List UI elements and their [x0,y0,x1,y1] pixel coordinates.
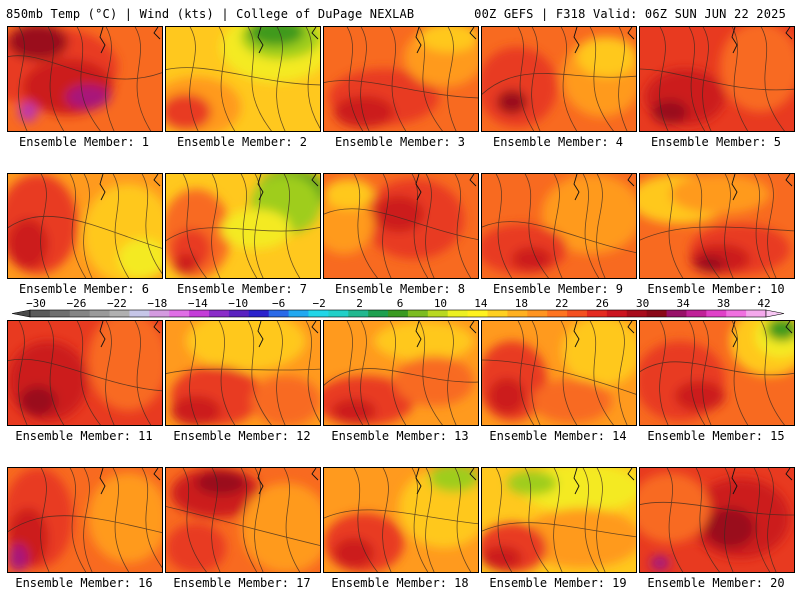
ensemble-map-panel [323,320,479,426]
ensemble-member-label: Ensemble Member: 20 [647,576,785,590]
ensemble-member-label: Ensemble Member: 12 [173,429,311,443]
colorbar-segment [407,310,429,317]
colorbar-segment [567,310,588,317]
colorbar-tick-label: 30 [636,297,649,310]
colorbar-segment [507,310,528,317]
colorbar-segment [189,310,210,317]
ensemble-member-label: Ensemble Member: 7 [176,282,308,296]
ensemble-map-panel [165,320,321,426]
colorbar-segment [646,310,668,317]
colorbar-tick-label: −2 [312,297,325,310]
colorbar-segment [149,310,170,317]
colorbar-segment [248,310,270,317]
colorbar-segment [348,310,369,317]
colorbar-tick-label: 6 [397,297,404,310]
colorbar-segment [69,310,91,317]
ensemble-member-label: Ensemble Member: 19 [489,576,627,590]
colorbar-tick-label: −26 [67,297,87,310]
colorbar-segment [268,310,290,317]
ensemble-member-label: Ensemble Member: 13 [331,429,469,443]
colorbar-segment [388,310,409,317]
colorbar-tick-label: −10 [228,297,248,310]
ensemble-map-panel [639,320,795,426]
colorbar-tick-label: 34 [676,297,690,310]
ensemble-member-label: Ensemble Member: 10 [647,282,785,296]
colorbar-segment [626,310,648,317]
colorbar-segment [467,310,489,317]
colorbar-tick-label: −6 [272,297,285,310]
colorbar-tick-label: −30 [26,297,46,310]
ensemble-member-label: Ensemble Member: 14 [489,429,627,443]
colorbar-segment [686,310,707,317]
ensemble-map-panel [7,173,163,279]
colorbar-segment [746,310,767,317]
ensemble-map-panel [323,26,479,132]
ensemble-member-label: Ensemble Member: 15 [647,429,785,443]
ensemble-map-panel [639,26,795,132]
colorbar-segment [209,310,230,317]
colorbar-segment [527,310,548,317]
colorbar-segment [547,310,568,317]
colorbar-segment [328,310,349,317]
ensemble-map-panel [481,320,637,426]
ensemble-member-label: Ensemble Member: 9 [492,282,624,296]
colorbar-segment [89,310,111,317]
colorbar-segment [427,310,449,317]
ensemble-map-panel [7,26,163,132]
colorbar-tick-label: 18 [515,297,528,310]
colorbar-segment [169,310,190,317]
ensemble-member-label: Ensemble Member: 11 [15,429,153,443]
ensemble-member-label: Ensemble Member: 6 [18,282,150,296]
ensemble-member-label: Ensemble Member: 1 [18,135,150,149]
colorbar-segment [30,310,51,317]
colorbar-tick-label: 22 [555,297,568,310]
colorbar-tick-label: 38 [717,297,730,310]
colorbar-tick-label: −14 [188,297,208,310]
colorbar-tick-label: 26 [596,297,609,310]
colorbar-segment [228,310,250,317]
ensemble-map-panel [481,26,637,132]
ensemble-map-panel [639,467,795,573]
colorbar-tick-label: −18 [147,297,167,310]
ensemble-map-panel [323,467,479,573]
colorbar-segment [706,310,727,317]
chart-title-right: 00Z GEFS | F318 Valid: 06Z SUN JUN 22 20… [474,7,786,21]
colorbar-segment [666,310,687,317]
colorbar-segment [726,310,747,317]
ensemble-member-label: Ensemble Member: 18 [331,576,469,590]
ensemble-map-panel [481,173,637,279]
ensemble-member-label: Ensemble Member: 16 [15,576,153,590]
colorbar-tick-label: 2 [356,297,363,310]
colorbar-tick-label: 10 [434,297,447,310]
temperature-colorbar: −30 −26 −22 −18 −14 −10 −6 −2 2 6 10 14 18 22 26 30 34 38… [11,297,785,318]
ensemble-map-panel [165,26,321,132]
colorbar-segment [487,310,508,317]
colorbar-segment [129,310,150,317]
colorbar-segment [288,310,309,317]
colorbar-segment [586,310,608,317]
ensemble-map-panel [165,173,321,279]
ensemble-map-panel [323,173,479,279]
ensemble-member-label: Ensemble Member: 8 [334,282,466,296]
ensemble-member-label: Ensemble Member: 3 [334,135,466,149]
ensemble-member-label: Ensemble Member: 5 [650,135,782,149]
ensemble-member-label: Ensemble Member: 4 [492,135,624,149]
colorbar-segment [606,310,628,317]
ensemble-map-panel [165,467,321,573]
chart-title-left: 850mb Temp (°C) | Wind (kts) | College o… [6,7,415,21]
ensemble-map-panel [481,467,637,573]
colorbar-segment [447,310,469,317]
ensemble-member-label: Ensemble Member: 17 [173,576,311,590]
ensemble-member-label: Ensemble Member: 2 [176,135,308,149]
colorbar-segment [368,310,389,317]
colorbar-tick-label: −22 [107,297,127,310]
colorbar-tick-label: 14 [474,297,488,310]
ensemble-map-panel [639,173,795,279]
colorbar-segment [109,310,130,317]
colorbar-segment [49,310,71,317]
ensemble-map-panel [7,467,163,573]
ensemble-map-panel [7,320,163,426]
colorbar-segment [308,310,329,317]
colorbar-tick-label: 42 [757,297,770,310]
